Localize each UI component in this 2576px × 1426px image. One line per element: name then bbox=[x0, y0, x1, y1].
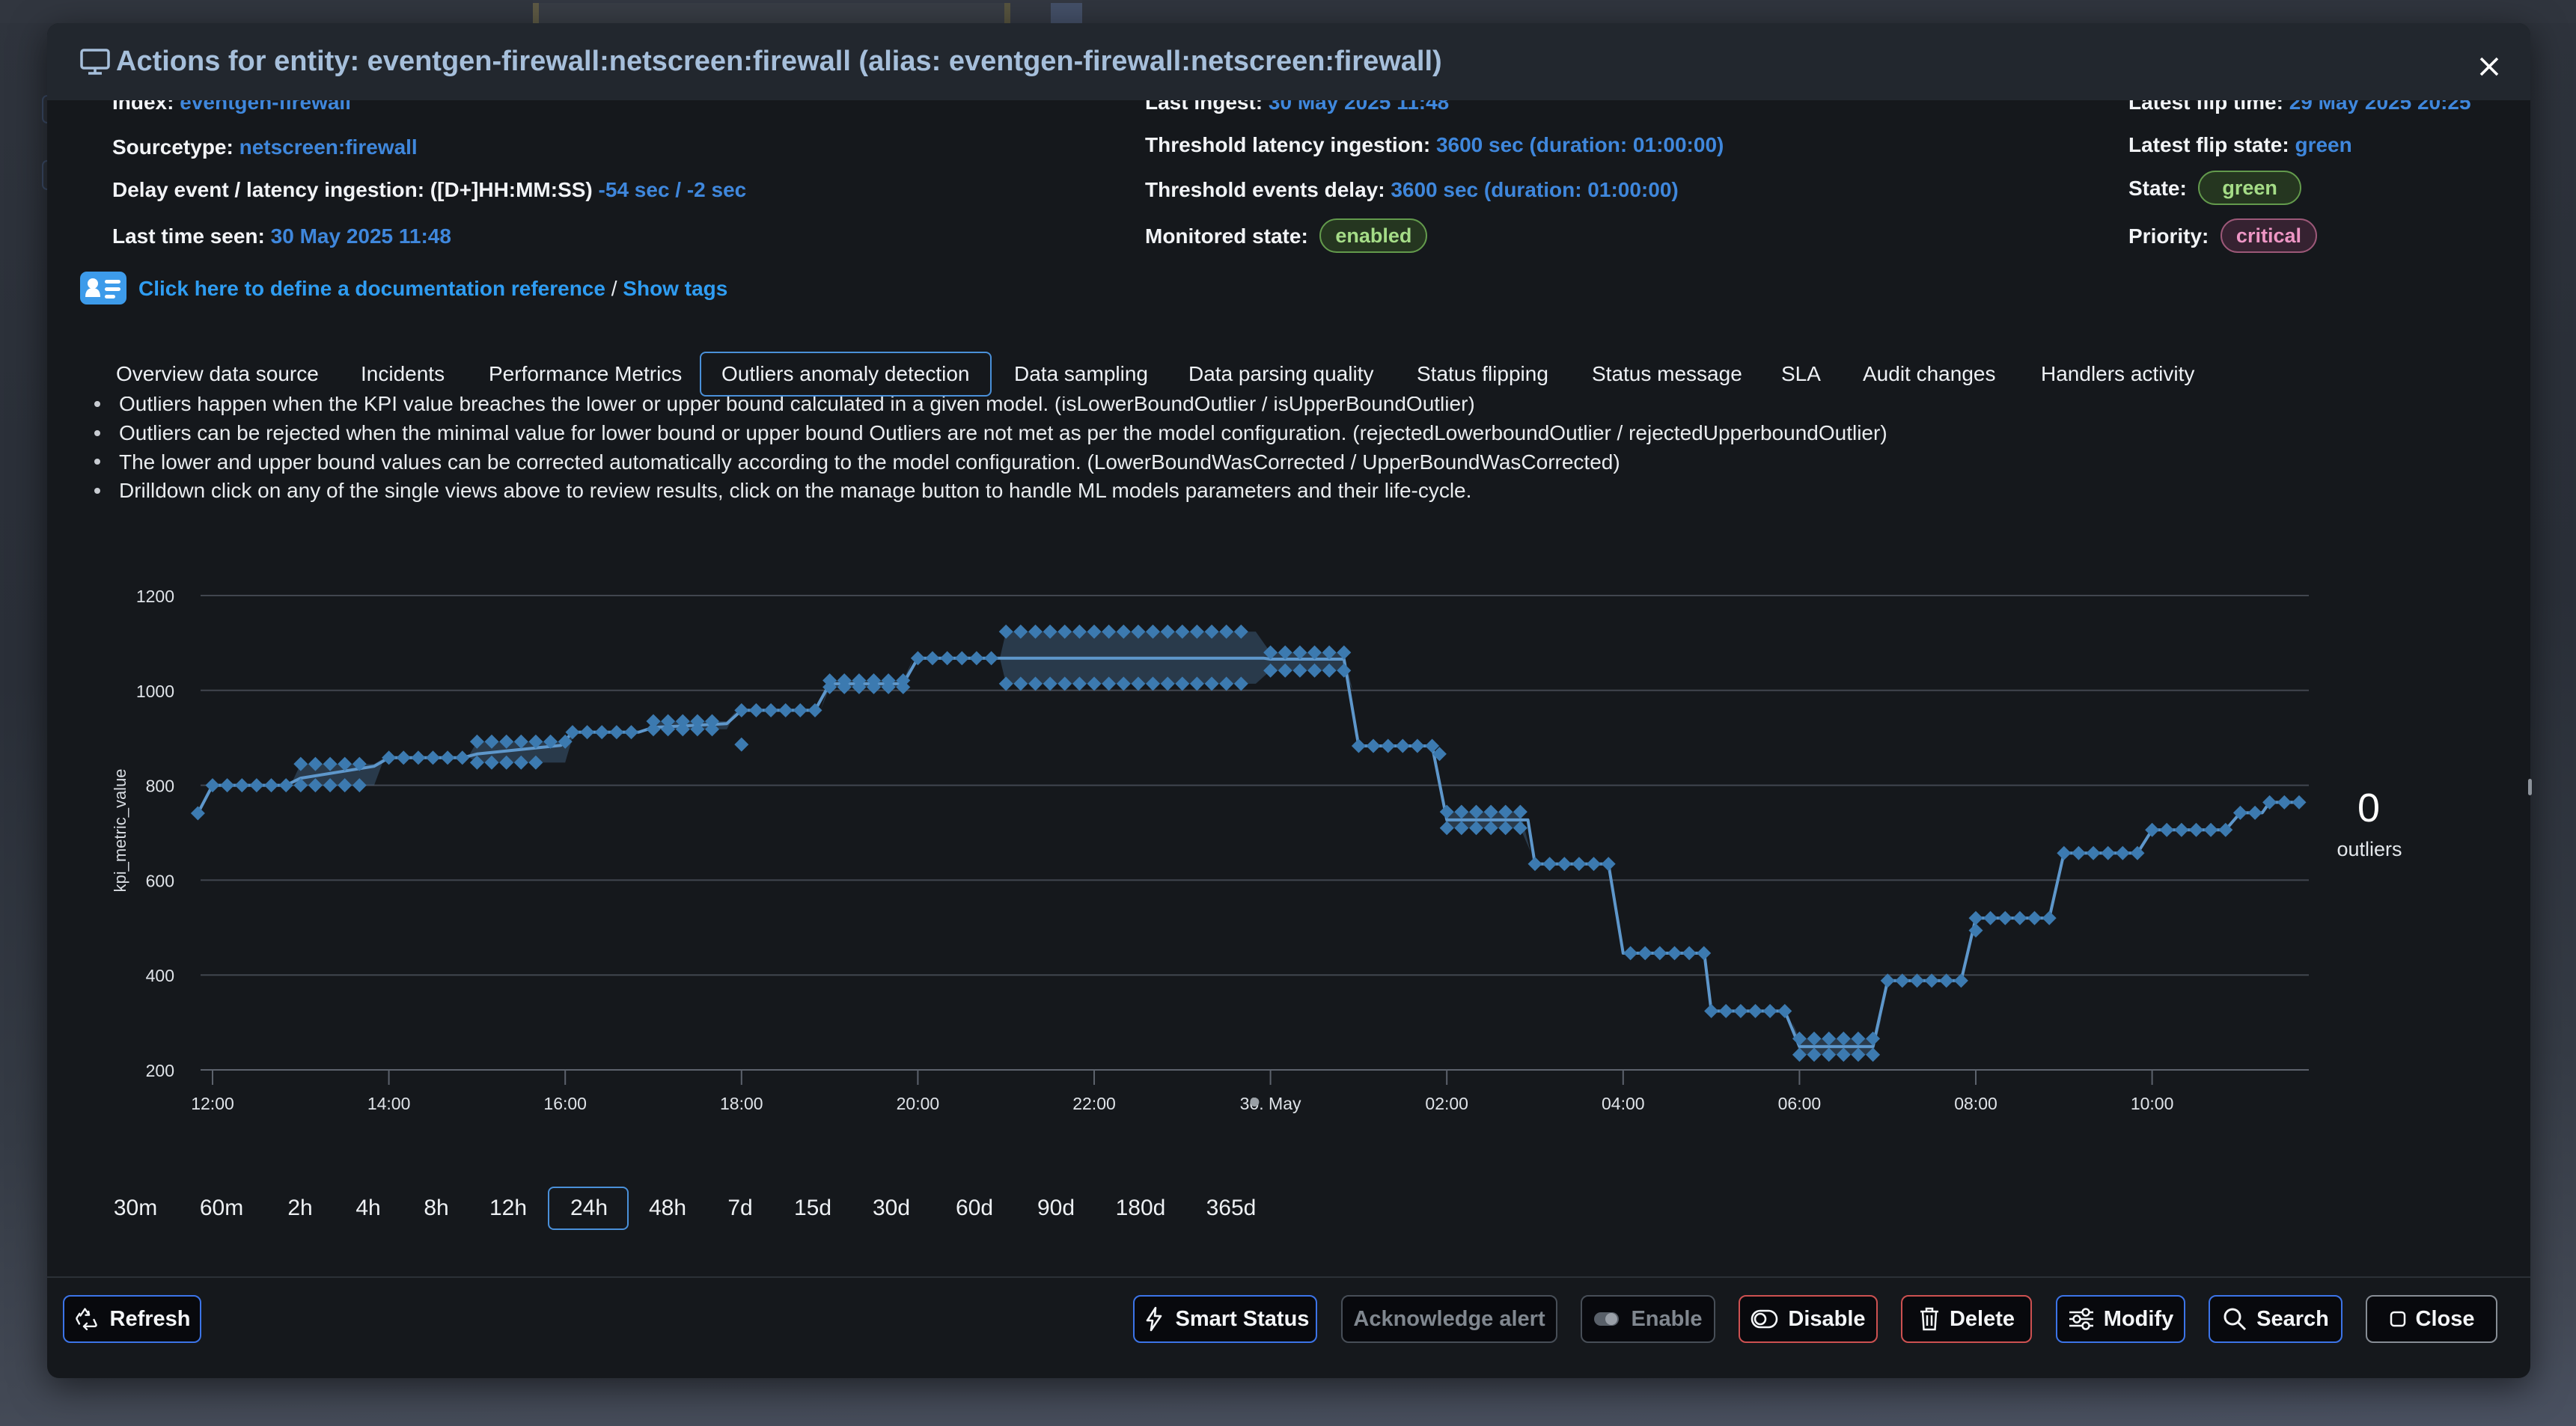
svg-text:14:00: 14:00 bbox=[367, 1094, 411, 1113]
svg-text:02:00: 02:00 bbox=[1425, 1094, 1468, 1113]
svg-text:18:00: 18:00 bbox=[720, 1094, 763, 1113]
svg-text:1200: 1200 bbox=[136, 587, 174, 606]
svg-text:1000: 1000 bbox=[136, 682, 174, 701]
svg-text:outliers: outliers bbox=[2337, 838, 2402, 860]
svg-text:12:00: 12:00 bbox=[191, 1094, 234, 1113]
svg-text:22:00: 22:00 bbox=[1072, 1094, 1116, 1113]
svg-text:800: 800 bbox=[146, 777, 174, 796]
svg-text:16:00: 16:00 bbox=[543, 1094, 587, 1113]
svg-text:10:00: 10:00 bbox=[2131, 1094, 2174, 1113]
svg-text:0: 0 bbox=[2357, 786, 2380, 830]
svg-text:04:00: 04:00 bbox=[1602, 1094, 1645, 1113]
svg-text:600: 600 bbox=[146, 871, 174, 890]
svg-text:30. May: 30. May bbox=[1240, 1094, 1301, 1113]
svg-text:20:00: 20:00 bbox=[897, 1094, 940, 1113]
svg-text:08:00: 08:00 bbox=[1954, 1094, 1997, 1113]
svg-text:200: 200 bbox=[146, 1061, 174, 1080]
svg-text:06:00: 06:00 bbox=[1778, 1094, 1822, 1113]
svg-text:400: 400 bbox=[146, 966, 174, 985]
svg-text:kpi_metric_value: kpi_metric_value bbox=[111, 768, 129, 892]
